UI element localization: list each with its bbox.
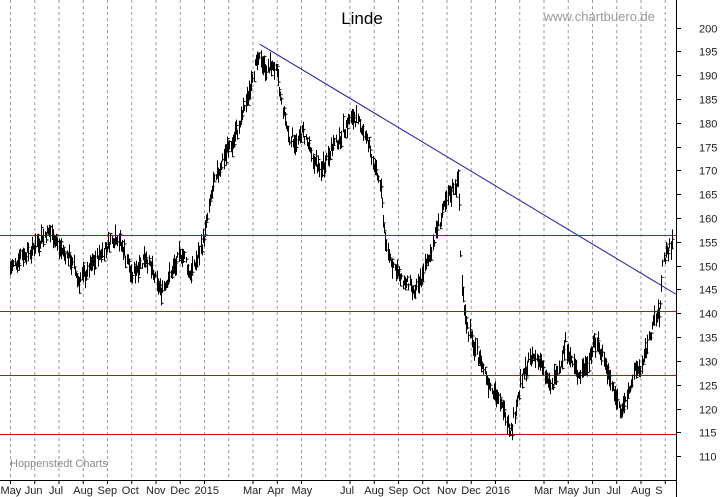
support-resistance-lines [0,235,676,435]
y-tick-label: 160 [699,214,717,226]
y-tick-label: 130 [699,357,717,369]
x-tick-label: 2016 [486,485,510,497]
x-tick-label: S [655,485,662,497]
y-tick-label: 185 [699,95,717,107]
y-tick-label: 150 [699,262,717,274]
y-tick-label: 110 [699,452,717,464]
x-tick-label: Mar [534,485,553,497]
watermark: www.chartbuero.de [543,9,655,24]
x-axis: May Jun Jul Aug Sep Oct Nov Dec 2015 Mar Apr May Jul… [1,480,666,497]
x-tick-label: May [558,485,579,497]
x-tick-label: Jun [25,485,43,497]
y-tick-label: 115 [699,428,717,440]
x-tick-label: Nov [146,485,166,497]
y-tick-label: 195 [699,47,717,59]
x-tick-label: Aug [631,485,651,497]
x-tick-label: Jul [607,485,621,497]
price-bars [10,50,675,441]
trend-line [259,43,677,295]
x-tick-label: Oct [413,485,430,497]
y-tick-label: 120 [699,405,717,417]
y-tick-label: 170 [699,166,717,178]
y-tick-label: 190 [699,71,717,83]
y-tick-label: 125 [699,381,717,393]
grid-lines [10,0,666,480]
x-tick-label: Aug [364,485,384,497]
y-tick-label: 180 [699,119,717,131]
credit-label: Hoppenstedt Charts [10,458,108,470]
y-axis: 110 115 120 125 130 135 140 145 150 155 160 165 170 1… [676,24,717,464]
x-tick-label: Dec [170,485,190,497]
y-tick-label: 175 [699,143,717,155]
y-tick-label: 200 [699,24,717,36]
x-tick-label: Jul [49,485,63,497]
x-tick-label: Aug [73,485,93,497]
x-tick-label: May [1,485,22,497]
x-tick-label: Jun [583,485,601,497]
chart-title: Linde [341,9,383,28]
x-tick-label: Nov [437,485,457,497]
x-tick-label: Apr [267,485,284,497]
plot-area [0,0,676,480]
x-tick-label: May [292,485,313,497]
x-tick-label: Dec [461,485,481,497]
x-tick-label: Sep [389,485,409,497]
y-tick-label: 155 [699,238,717,250]
x-tick-label: Sep [98,485,118,497]
x-tick-label: Mar [243,485,262,497]
x-tick-label: 2015 [195,485,219,497]
x-tick-label: Jul [340,485,354,497]
x-tick-label: Oct [122,485,139,497]
y-tick-label: 145 [699,285,717,297]
y-tick-label: 165 [699,190,717,202]
y-tick-label: 140 [699,309,717,321]
y-tick-label: 135 [699,333,717,345]
